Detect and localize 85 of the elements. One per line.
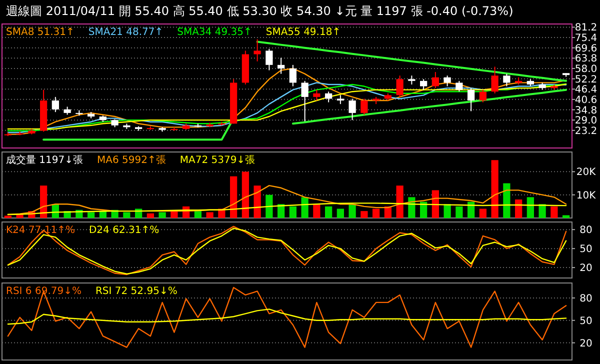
line-series: [7, 308, 567, 325]
bar: [313, 204, 320, 218]
bar: [278, 204, 285, 218]
y-tick-label: 20: [580, 263, 592, 274]
text: SMA34 49.35↑: [177, 27, 252, 38]
y-tick-label: 34.8: [574, 105, 598, 116]
y-tick-label: 81.2: [574, 22, 598, 34]
text: SMA55 49.18↑: [266, 27, 341, 38]
candlestick: [396, 75, 404, 98]
candlestick: [468, 88, 475, 112]
y-tick-label: 29.0: [574, 116, 598, 127]
y-tick-label: 50: [580, 244, 592, 256]
y-tick-label: 69.6: [574, 43, 598, 54]
bar: [170, 211, 178, 218]
candlestick: [301, 80, 308, 122]
candlestick: [289, 64, 296, 87]
candlestick: [456, 80, 463, 92]
candlestick: [348, 98, 356, 121]
candlestick: [503, 73, 510, 87]
bar: [289, 206, 296, 218]
y-tick-label: 52.2: [574, 74, 598, 86]
candlestick: [432, 72, 439, 89]
y-tick-label: 58.0: [574, 64, 598, 75]
candlestick: [444, 75, 451, 87]
bar: [550, 206, 558, 218]
bar: [432, 190, 439, 218]
y-tick-label: 23.2: [574, 126, 598, 137]
text: D24 62.31↑%: [88, 225, 160, 236]
bar: [456, 206, 463, 218]
bar: [562, 215, 570, 218]
bar: [503, 183, 510, 218]
bar: [479, 208, 486, 218]
candlestick: [52, 96, 59, 113]
candlestick: [360, 98, 368, 116]
line-series: [7, 286, 567, 348]
candlestick: [278, 57, 285, 74]
y-tick-label: 80: [580, 293, 592, 304]
chart-title: 週線圖 2011/04/11 開 55.40 高 55.40 低 53.30 收 54.30 ↓元 量 1197 張 -0.40 (-0.73%): [6, 4, 514, 18]
line-series: [7, 202, 567, 216]
y-tick-label: 20: [580, 338, 592, 350]
text: MA6 5992↑張: [97, 155, 166, 166]
text: 成交量 1197↓張: [6, 154, 84, 166]
bar: [230, 176, 238, 218]
bar: [372, 208, 380, 218]
bar: [491, 160, 498, 218]
bar: [40, 186, 48, 218]
y-tick-label: 46.4: [574, 84, 598, 96]
bar: [396, 186, 404, 218]
bar: [266, 194, 273, 218]
candlestick: [254, 38, 261, 62]
y-tick-label: 40.6: [574, 94, 598, 106]
candlestick: [325, 91, 332, 103]
candlestick: [491, 66, 498, 94]
y-tick-label: 50: [580, 316, 592, 327]
y-tick-label: 63.8: [574, 54, 598, 65]
bar: [242, 172, 249, 218]
bar: [515, 199, 522, 218]
bar: [526, 197, 534, 218]
bar: [301, 197, 308, 218]
series-label: RSI 6 69.79↓%: [6, 286, 82, 297]
series-label: K24 77.11↑%: [6, 225, 75, 236]
bar: [123, 212, 130, 218]
candlestick: [420, 78, 428, 90]
candlestick: [266, 48, 273, 71]
bar: [158, 212, 166, 218]
y-tick-label: 20K: [576, 167, 596, 178]
bar: [254, 186, 261, 218]
text: MA72 5379↓張: [180, 155, 256, 166]
candlestick: [313, 89, 320, 101]
bar: [194, 211, 202, 218]
bar: [146, 213, 154, 218]
bar: [336, 208, 344, 218]
y-tick-label: 80: [580, 225, 592, 236]
line-series: [292, 88, 568, 125]
bar: [360, 211, 368, 218]
text: RSI 72 52.95↓%: [95, 286, 178, 297]
text: SMA21 48.77↑: [88, 27, 164, 38]
bar: [325, 206, 332, 218]
candlestick: [479, 89, 486, 103]
bar: [206, 212, 214, 218]
bar: [348, 204, 356, 218]
y-tick-label: 10K: [576, 190, 596, 202]
bar: [88, 212, 95, 218]
y-tick-label: 75.4: [574, 33, 598, 44]
text: SMA8 51.31↑: [6, 27, 74, 38]
